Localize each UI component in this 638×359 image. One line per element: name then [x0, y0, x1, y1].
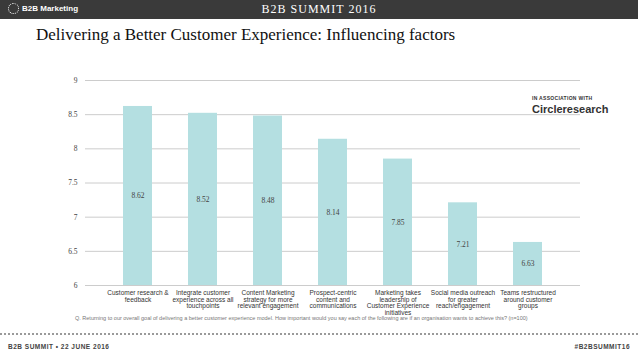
svg-text:7: 7 [74, 213, 78, 222]
html-text:Q. Returning to our overall go: Q. Returning to our overall goal of deli… [75, 315, 528, 321]
svg-text:Integrate customerexperience a: Integrate customerexperience across allt… [172, 289, 234, 310]
svg-text:8.48: 8.48 [261, 196, 274, 205]
svg-text:Prospect-centriccontent andcom: Prospect-centriccontent andcommunication… [310, 289, 358, 309]
svg-text:Marketing takesleadership ofCu: Marketing takesleadership ofCustomer Exp… [367, 289, 430, 315]
html-text:B2B Marketing: B2B Marketing [22, 4, 78, 13]
svg-text:6: 6 [74, 281, 78, 290]
svg-text:8.62: 8.62 [131, 191, 144, 200]
html-text:Circleresearch: Circleresearch [532, 103, 609, 115]
html-text:IN ASSOCIATION WITH: IN ASSOCIATION WITH [532, 95, 593, 101]
svg-text:Social media outreachfor great: Social media outreachfor greaterreach/en… [431, 289, 496, 310]
svg-text:7.5: 7.5 [68, 178, 78, 187]
html-text:Delivering a Better Customer E: Delivering a Better Customer Experience:… [36, 25, 456, 44]
svg-text:8.52: 8.52 [196, 195, 209, 204]
html-text:B2B SUMMIT • 22 JUNE 2016: B2B SUMMIT • 22 JUNE 2016 [8, 343, 110, 350]
html-text:B2B SUMMIT 2016: B2B SUMMIT 2016 [261, 2, 377, 16]
html-text:#B2BSUMMIT16: #B2BSUMMIT16 [574, 343, 630, 350]
svg-text:8: 8 [74, 144, 78, 153]
svg-text:Content Marketingstrategy for: Content Marketingstrategy for morereleva… [237, 289, 298, 310]
svg-text:7.21: 7.21 [456, 240, 469, 249]
svg-text:6.63: 6.63 [521, 259, 534, 268]
svg-text:6.5: 6.5 [68, 247, 78, 256]
svg-text:8.14: 8.14 [326, 208, 339, 217]
svg-text:7.85: 7.85 [391, 218, 404, 227]
svg-text:8.5: 8.5 [68, 110, 78, 119]
svg-text:Customer research &feedback: Customer research &feedback [107, 289, 169, 303]
svg-text:9: 9 [74, 76, 78, 85]
svg-text:Teams restructuredaround custo: Teams restructuredaround customergroups [500, 289, 556, 310]
